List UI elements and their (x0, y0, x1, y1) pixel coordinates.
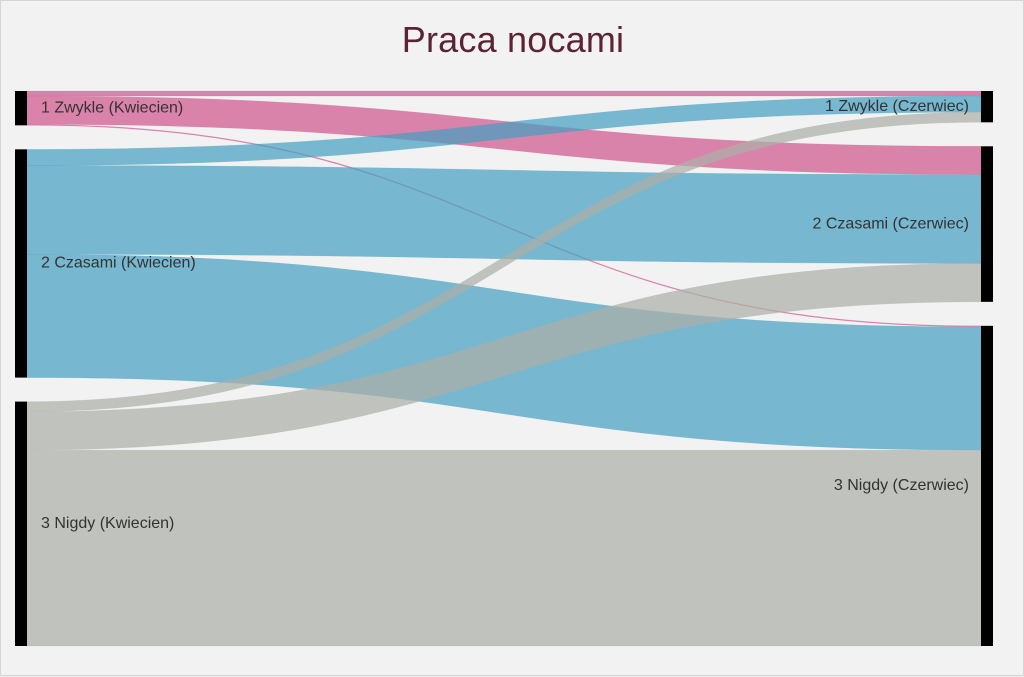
node-label-l3: 3 Nigdy (Kwiecien) (41, 515, 174, 532)
node-label-r2: 2 Czasami (Czerwiec) (813, 215, 969, 232)
node-label-l1: 1 Zwykle (Kwiecien) (41, 99, 183, 116)
sankey-link-l3-r2[interactable] (26, 263, 982, 451)
sankey-node-r2[interactable] (981, 146, 993, 302)
sankey-node-l2[interactable] (15, 149, 27, 378)
sankey-links (26, 90, 982, 647)
chart-title: Praca nocami (401, 19, 625, 60)
node-label-r3: 3 Nigdy (Czerwiec) (834, 477, 969, 494)
sankey-node-r3[interactable] (981, 325, 993, 646)
node-label-l2: 2 Czasami (Kwiecien) (41, 255, 196, 272)
sankey-node-l1[interactable] (15, 91, 27, 126)
node-label-r1: 1 Zwykle (Czerwiec) (825, 98, 969, 115)
sankey-node-r1[interactable] (981, 91, 993, 123)
sankey-node-l3[interactable] (15, 401, 27, 646)
sankey-nodes: 1 Zwykle (Kwiecien) 2 Czasami (Kwiecien) 3… (15, 91, 993, 646)
sankey-link-l1-r1[interactable] (26, 90, 982, 97)
sankey-link-l3-r1[interactable] (26, 111, 982, 412)
